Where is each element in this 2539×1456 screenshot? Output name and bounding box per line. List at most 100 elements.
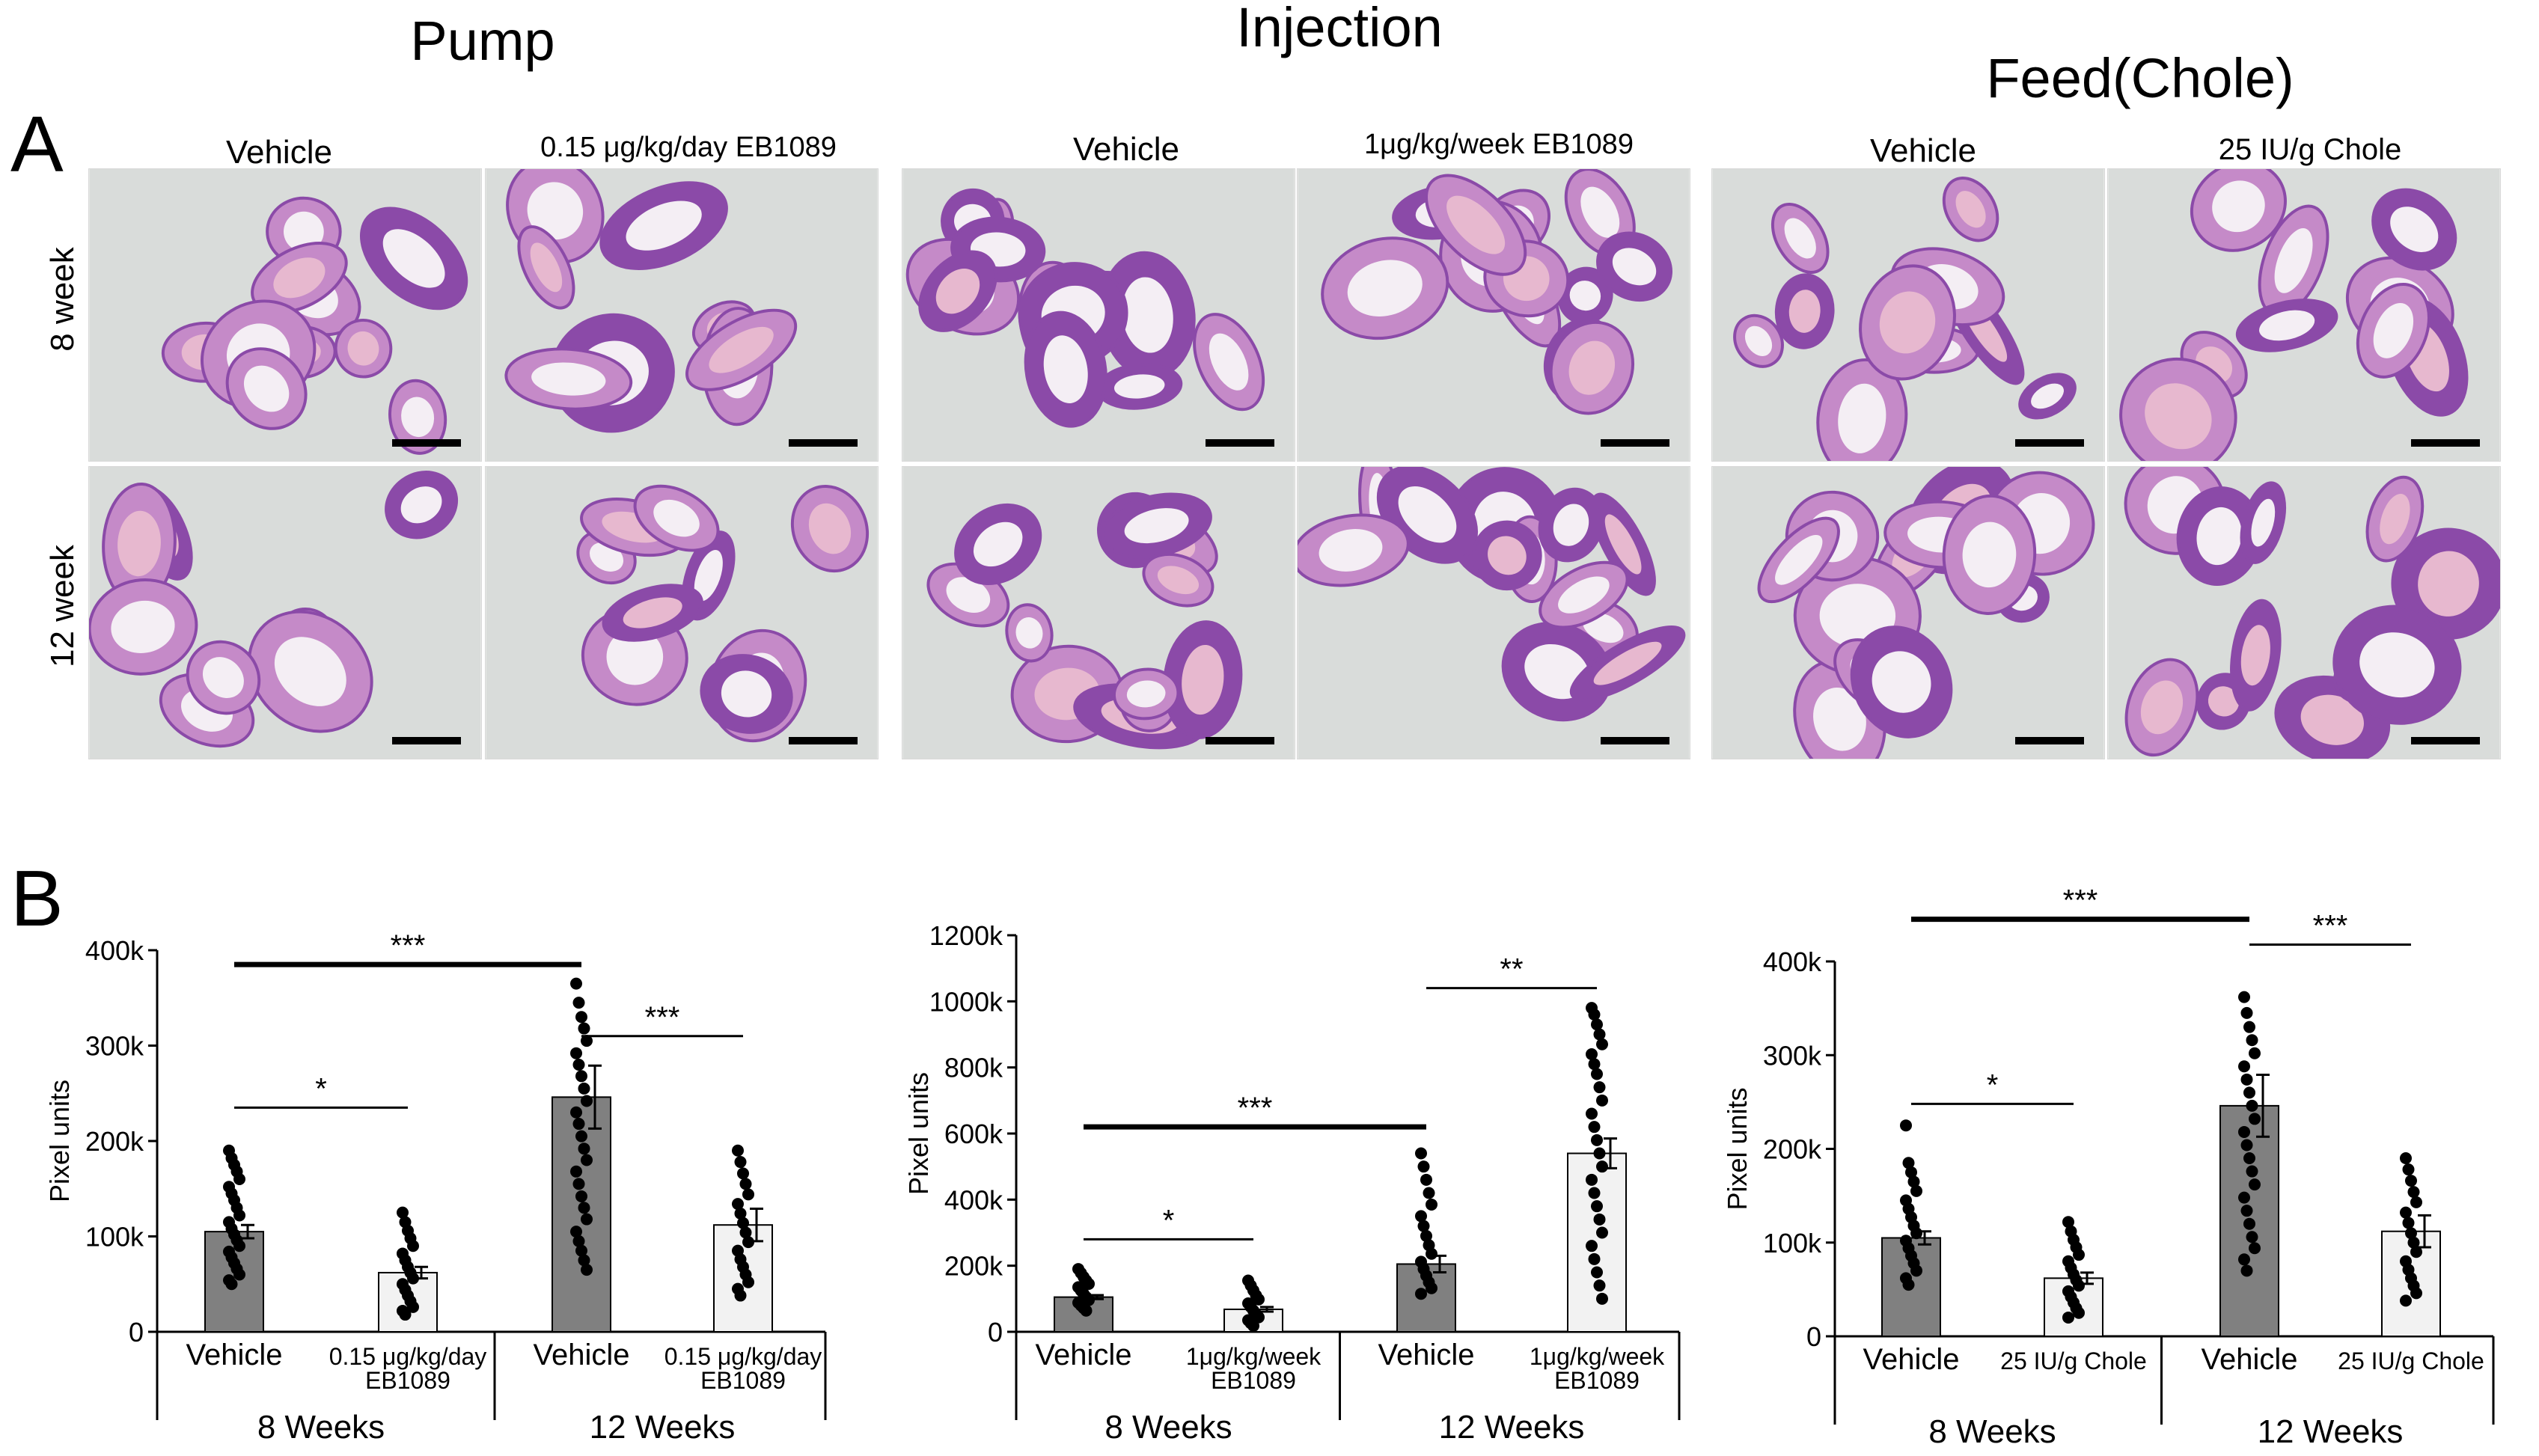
data-point bbox=[578, 1082, 590, 1095]
data-point bbox=[1420, 1173, 1432, 1186]
histology-tile bbox=[88, 466, 482, 759]
scale-bar bbox=[1601, 439, 1669, 447]
histology-tile bbox=[902, 168, 1295, 462]
data-point bbox=[1247, 1320, 1259, 1333]
data-point bbox=[1586, 1048, 1598, 1060]
scale-bar bbox=[2015, 439, 2084, 447]
x-category-label: EB1089 bbox=[1211, 1367, 1296, 1394]
col-label-pump-vehicle: Vehicle bbox=[226, 134, 332, 171]
significance-label: *** bbox=[2313, 909, 2348, 942]
panel-a-letter: A bbox=[10, 100, 64, 189]
y-tick-label: 100k bbox=[85, 1222, 144, 1252]
col-label-feed-vehicle: Vehicle bbox=[1870, 132, 1976, 169]
data-point bbox=[2062, 1216, 2074, 1229]
significance-label: *** bbox=[2063, 884, 2098, 917]
y-tick-label: 200k bbox=[85, 1126, 144, 1157]
scale-bar bbox=[789, 439, 858, 447]
x-category-label: Vehicle bbox=[1863, 1343, 1960, 1376]
data-point bbox=[734, 1156, 747, 1169]
data-point bbox=[1588, 1058, 1601, 1071]
data-point bbox=[575, 1011, 587, 1024]
data-point bbox=[233, 1173, 245, 1185]
data-point bbox=[1253, 1293, 1265, 1306]
data-point bbox=[2410, 1287, 2422, 1300]
data-point bbox=[1591, 1200, 1603, 1213]
data-point bbox=[742, 1188, 754, 1201]
y-tick-label: 300k bbox=[85, 1031, 144, 1062]
y-axis-label: Pixel units bbox=[903, 1072, 934, 1195]
data-point bbox=[1591, 1134, 1603, 1146]
data-point bbox=[570, 1106, 582, 1119]
y-tick-label: 0 bbox=[988, 1317, 1003, 1348]
histology-tile bbox=[1297, 168, 1690, 462]
bar-chart-injection: 0 200k 400k 600k 800k 1000k 1200k Pixel units Ve… bbox=[903, 920, 1681, 1446]
histology-tile bbox=[1297, 466, 1690, 759]
data-point bbox=[2240, 1205, 2253, 1217]
x-category-label: Vehicle bbox=[1378, 1339, 1475, 1371]
data-point bbox=[737, 1167, 749, 1180]
scale-bar bbox=[392, 439, 461, 447]
data-point bbox=[732, 1144, 744, 1157]
data-point bbox=[2402, 1163, 2415, 1176]
x-group-label: 12 Weeks bbox=[590, 1409, 736, 1446]
y-tick-label: 600k bbox=[944, 1119, 1003, 1149]
data-point bbox=[2405, 1227, 2417, 1240]
data-point bbox=[581, 1154, 593, 1166]
bar-chart-pump: 0 100k 200k 300k 400k Pixel units Vehicle 0.15 … bbox=[44, 929, 827, 1446]
y-tick-label: 400k bbox=[85, 935, 144, 966]
data-point bbox=[233, 1209, 245, 1222]
y-tick-label: 300k bbox=[1763, 1040, 1822, 1071]
bar-chart-feed: 0 100k 200k 300k 400k Pixel units Vehicle 25 IU… bbox=[1722, 884, 2495, 1450]
y-axis-label: Pixel units bbox=[1722, 1087, 1753, 1210]
x-group-label: 12 Weeks bbox=[2258, 1413, 2404, 1450]
data-point bbox=[2238, 1191, 2250, 1204]
data-point bbox=[1426, 1198, 1437, 1211]
data-point bbox=[1593, 1081, 1606, 1094]
histology-tile bbox=[1711, 168, 2105, 462]
data-point bbox=[2249, 1242, 2261, 1255]
histology-tile bbox=[2107, 466, 2501, 759]
data-point bbox=[570, 1226, 582, 1238]
data-point bbox=[578, 1143, 590, 1155]
data-point bbox=[1420, 1229, 1432, 1242]
significance-label: *** bbox=[1238, 1092, 1273, 1125]
scale-bar bbox=[1206, 439, 1274, 447]
data-point bbox=[407, 1240, 419, 1252]
y-tick-label: 0 bbox=[129, 1317, 144, 1348]
data-point bbox=[2402, 1217, 2415, 1229]
data-point bbox=[2407, 1236, 2420, 1249]
y-tick-label: 200k bbox=[1763, 1134, 1822, 1165]
data-point bbox=[578, 1202, 590, 1214]
data-point bbox=[1905, 1166, 1917, 1178]
significance-label: * bbox=[1163, 1204, 1175, 1237]
data-point bbox=[1593, 1147, 1606, 1160]
data-point bbox=[1910, 1264, 1922, 1277]
col-label-injection-eb1089: 1μg/kg/week EB1089 bbox=[1364, 129, 1634, 160]
data-point bbox=[2246, 1099, 2258, 1112]
x-category-label: 0.15 μg/kg/day bbox=[329, 1343, 487, 1370]
data-point bbox=[1083, 1277, 1095, 1290]
y-tick-label: 800k bbox=[944, 1053, 1003, 1083]
data-point bbox=[1596, 1226, 1608, 1239]
data-point bbox=[1596, 1038, 1608, 1050]
data-point bbox=[1415, 1147, 1427, 1160]
significance-label: * bbox=[1987, 1068, 1999, 1101]
x-category-label: Vehicle bbox=[186, 1339, 283, 1371]
y-axis-label: Pixel units bbox=[44, 1080, 75, 1202]
data-point bbox=[2246, 1034, 2258, 1047]
data-point bbox=[742, 1276, 754, 1288]
data-point bbox=[1588, 1187, 1601, 1199]
data-point bbox=[572, 1178, 585, 1190]
data-point bbox=[570, 1165, 582, 1178]
significance-label: * bbox=[315, 1072, 327, 1105]
x-category-label: EB1089 bbox=[1554, 1367, 1640, 1394]
data-point bbox=[407, 1272, 419, 1285]
data-point bbox=[575, 1190, 587, 1202]
y-tick-label: 400k bbox=[1763, 946, 1822, 977]
x-category-label: EB1089 bbox=[700, 1367, 786, 1394]
data-point bbox=[2240, 1264, 2253, 1277]
data-point bbox=[2410, 1196, 2422, 1208]
data-point bbox=[2400, 1152, 2412, 1165]
data-point bbox=[1586, 1107, 1598, 1120]
data-point bbox=[1080, 1304, 1093, 1317]
